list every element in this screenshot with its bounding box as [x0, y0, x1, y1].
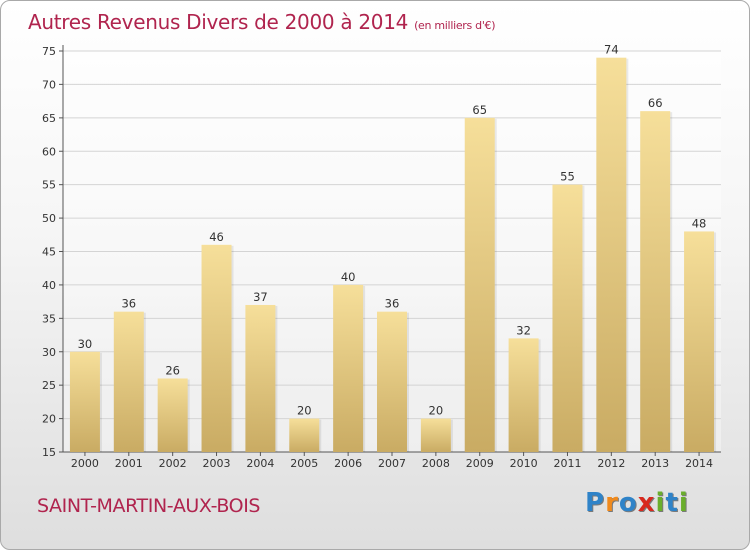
bar [420, 418, 451, 452]
y-tick-label: 30 [42, 346, 56, 359]
chart-title: Autres Revenus Divers de 2000 à 2014 (en … [28, 10, 496, 34]
data-label: 30 [78, 337, 93, 351]
data-label: 48 [692, 216, 707, 230]
bar [640, 111, 671, 453]
x-tick-label: 2010 [510, 457, 538, 470]
data-label: 20 [297, 404, 312, 418]
data-label: 37 [253, 290, 268, 304]
proxiti-logo: Proxiti [585, 488, 689, 518]
data-label: 65 [472, 103, 487, 117]
logo-letter: t [665, 488, 679, 518]
x-tick-label: 2002 [159, 457, 187, 470]
y-tick-label: 55 [42, 179, 56, 192]
x-tick-label: 2011 [553, 457, 581, 470]
y-tick-label: 50 [42, 212, 56, 225]
bar [113, 311, 144, 452]
x-tick-label: 2013 [641, 457, 669, 470]
y-tick-label: 75 [42, 45, 56, 58]
data-label: 20 [429, 404, 444, 418]
bar [508, 338, 539, 452]
x-tick-label: 2000 [71, 457, 99, 470]
x-tick-label: 2014 [685, 457, 713, 470]
bar [552, 184, 583, 452]
y-tick-label: 70 [42, 78, 56, 91]
x-tick-label: 2012 [597, 457, 625, 470]
chart-subtitle: (en milliers d'€) [414, 19, 496, 32]
bar [333, 284, 364, 452]
bar [157, 378, 188, 452]
data-label: 36 [121, 297, 136, 311]
x-tick-label: 2008 [422, 457, 450, 470]
x-tick-label: 2006 [334, 457, 362, 470]
x-tick-label: 2001 [115, 457, 143, 470]
x-tick-label: 2004 [246, 457, 274, 470]
bar [684, 231, 715, 452]
bar [245, 304, 276, 452]
y-tick-label: 25 [42, 379, 56, 392]
y-tick-label: 60 [42, 145, 56, 158]
bar [289, 418, 320, 452]
bar [201, 244, 232, 452]
x-tick-label: 2009 [466, 457, 494, 470]
data-label: 46 [209, 230, 224, 244]
y-tick-label: 45 [42, 246, 56, 259]
data-label: 36 [385, 297, 400, 311]
place-name: SAINT-MARTIN-AUX-BOIS [37, 495, 261, 517]
data-label: 74 [604, 43, 619, 57]
x-tick-label: 2007 [378, 457, 406, 470]
x-tick-label: 2005 [290, 457, 318, 470]
bar [464, 117, 495, 452]
logo-letter: o [618, 488, 638, 518]
y-tick-label: 15 [42, 446, 56, 459]
x-tick-label: 2003 [203, 457, 231, 470]
y-tick-label: 35 [42, 312, 56, 325]
data-label: 32 [516, 323, 531, 337]
title-text: Autres Revenus Divers de 2000 à 2014 [28, 10, 409, 34]
y-tick-label: 20 [42, 413, 56, 426]
bar [596, 57, 627, 452]
data-label: 40 [341, 270, 356, 284]
bar [69, 351, 100, 452]
logo-letter: x [637, 488, 656, 518]
logo-letter: i [655, 488, 666, 518]
data-label: 26 [165, 363, 180, 377]
bar [377, 311, 407, 452]
logo-letter: i [678, 488, 689, 518]
data-label: 66 [648, 96, 663, 110]
y-tick-label: 40 [42, 279, 56, 292]
y-tick-label: 65 [42, 112, 56, 125]
logo-letter: P [585, 488, 606, 518]
data-label: 55 [560, 170, 575, 184]
logo-letter: r [605, 488, 619, 518]
